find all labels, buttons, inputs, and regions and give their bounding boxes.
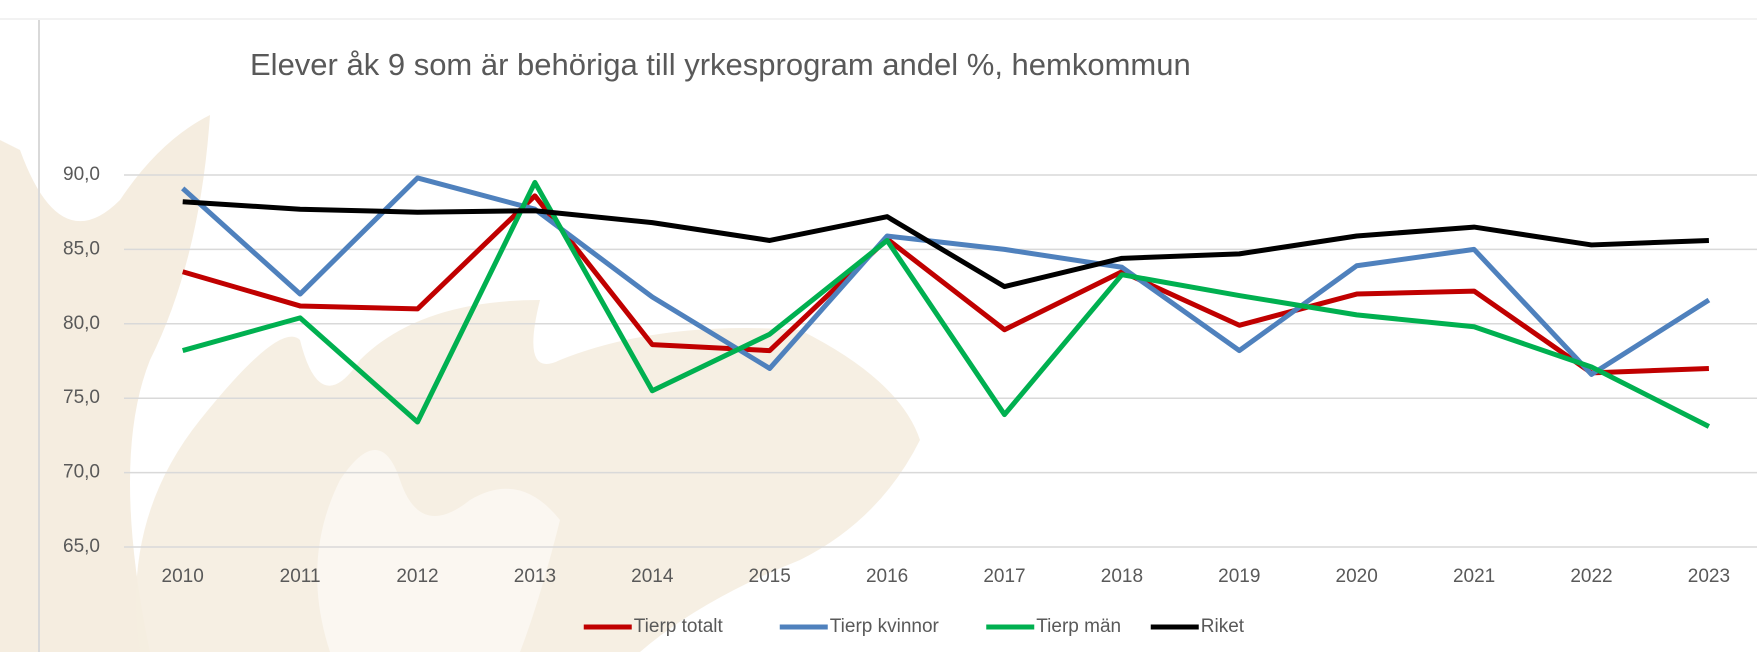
x-tick-label: 2012 (396, 566, 438, 587)
legend-label: Tierp totalt (634, 616, 724, 637)
x-tick-label: 2021 (1453, 566, 1495, 587)
x-tick-label: 2019 (1218, 566, 1260, 587)
x-tick-label: 2014 (631, 566, 674, 587)
x-tick-label: 2017 (983, 566, 1025, 587)
x-tick-label: 2013 (514, 566, 556, 587)
series-line (182, 193, 1709, 376)
series-line (182, 199, 1709, 290)
y-tick-label: 70,0 (63, 462, 100, 483)
x-tick-label: 2010 (162, 566, 204, 587)
x-tick-label: 2011 (280, 566, 321, 587)
x-tick-label: 2016 (866, 566, 908, 587)
y-tick-label: 75,0 (63, 387, 100, 408)
x-tick-label: 2020 (1336, 566, 1378, 587)
legend-label: Tierp män (1036, 616, 1121, 637)
y-tick-label: 90,0 (63, 164, 100, 185)
series-line (181, 175, 1711, 377)
y-tick-label: 80,0 (63, 313, 100, 334)
legend-label: Tierp kvinnor (830, 616, 940, 637)
y-tick-label: 85,0 (63, 238, 100, 259)
x-tick-label: 2015 (749, 566, 791, 587)
chart-title: Elever åk 9 som är behöriga till yrkespr… (250, 47, 1191, 82)
x-tick-label: 2022 (1570, 566, 1612, 587)
y-tick-label: 65,0 (63, 536, 100, 557)
series-line (182, 179, 1711, 429)
legend-label: Riket (1201, 616, 1245, 637)
x-tick-label: 2023 (1688, 566, 1730, 587)
x-tick-label: 2018 (1101, 566, 1143, 587)
